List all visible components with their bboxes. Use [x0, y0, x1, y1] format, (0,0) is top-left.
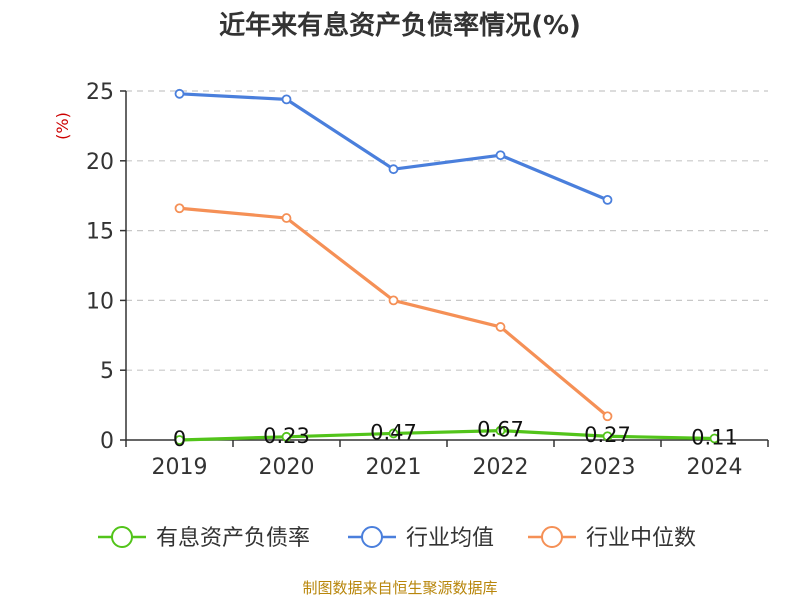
data-point: [281, 431, 292, 442]
data-point: [281, 213, 292, 223]
legend-label: 行业均值: [406, 526, 494, 551]
data-point: [174, 88, 185, 99]
x-tick-label: 2019: [152, 455, 208, 480]
data-point: [388, 295, 399, 306]
data-point: [281, 94, 292, 105]
data-point: [495, 322, 506, 332]
y-tick-label: 15: [86, 220, 114, 245]
data-labels: 0 0.23 0.47 0.67 0.27 0.11: [173, 418, 738, 451]
source-note: 制图数据来自恒生聚源数据库: [302, 579, 497, 597]
legend-marker: [111, 526, 133, 548]
y-axis-label: (%): [53, 112, 72, 140]
data-label: 0.11: [691, 425, 738, 449]
legend-item-1[interactable]: 行业均值: [348, 526, 494, 551]
y-tick-label: 25: [86, 80, 114, 105]
legend-marker: [361, 526, 383, 548]
data-point: [709, 433, 720, 444]
data-label: 0.47: [370, 420, 417, 444]
data-point: [602, 194, 613, 205]
series-lines: [174, 88, 720, 445]
series-line-2: [179, 206, 609, 418]
legend-label: 行业中位数: [586, 526, 696, 551]
data-point: [174, 435, 185, 445]
legend-label: 有息资产负债率: [156, 526, 310, 551]
data-label: 0.27: [584, 423, 631, 447]
x-tick-label: 2021: [366, 455, 422, 480]
data-point: [388, 164, 399, 175]
y-tick-label: 0: [100, 429, 114, 454]
data-point: [495, 425, 506, 436]
data-point: [602, 411, 613, 422]
x-tick-label: 2022: [473, 455, 529, 480]
series-line-1: [179, 92, 609, 202]
chart-title: 近年来有息资产负债率情况(%): [219, 10, 581, 41]
gridlines: [126, 90, 768, 371]
data-point: [602, 431, 613, 442]
legend-item-0[interactable]: 有息资产负债率: [98, 526, 310, 551]
series-line-0: [179, 429, 715, 442]
axes: 0 5 10 15 20 25 2019 2020 2021 2022 2023 2024: [86, 80, 769, 480]
data-label: 0.23: [263, 424, 310, 448]
data-point: [174, 203, 185, 214]
legend: 有息资产负债率 行业均值 行业中位数: [98, 526, 696, 551]
x-tick-label: 2024: [687, 455, 743, 480]
legend-marker: [541, 526, 563, 548]
x-tick-label: 2023: [580, 455, 636, 480]
data-point: [495, 150, 506, 161]
y-tick-label: 10: [86, 289, 114, 314]
data-label: 0: [173, 427, 186, 451]
data-label: 0.67: [477, 418, 524, 442]
legend-item-2[interactable]: 行业中位数: [528, 526, 696, 551]
y-tick-label: 5: [100, 359, 114, 384]
data-point: [388, 428, 399, 439]
y-tick-label: 20: [86, 150, 114, 175]
x-tick-label: 2020: [259, 455, 315, 480]
